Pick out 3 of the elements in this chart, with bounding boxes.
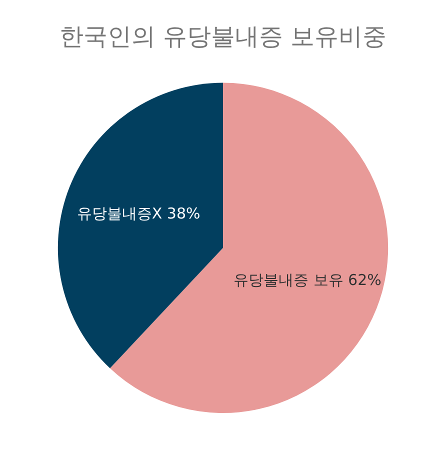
chart-title: 한국인의 유당불내증 보유비중 [59, 22, 387, 51]
slice-label: 유당불내증 보유 62% [233, 271, 382, 290]
slice-label: 유당불내증X 38% [76, 204, 200, 222]
